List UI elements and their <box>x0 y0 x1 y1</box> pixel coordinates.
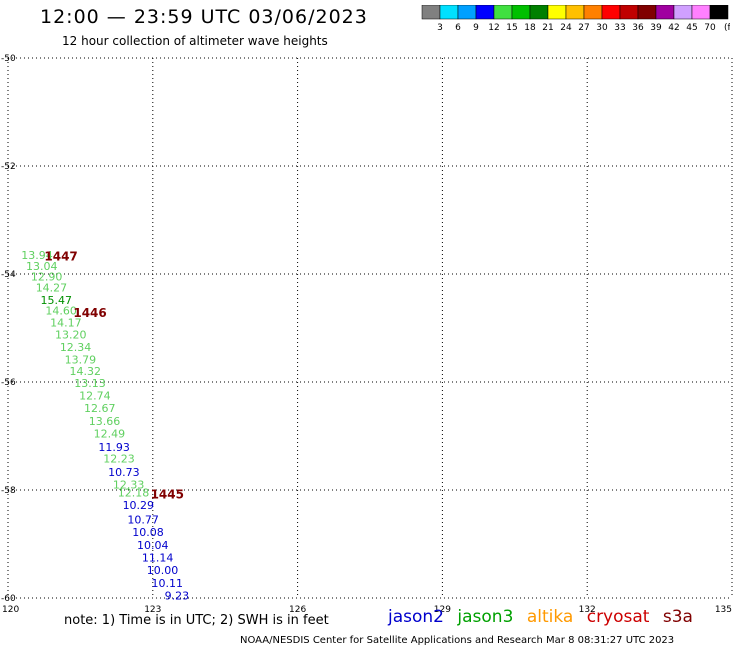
wave-height-point: 12.33 <box>113 479 145 492</box>
wave-height-point: 12.90 <box>31 271 63 284</box>
colorbar-label: 30 <box>596 23 608 33</box>
wave-height-point: 10.00 <box>147 564 179 577</box>
colorbar-label: 15 <box>506 23 517 33</box>
y-tick-label: -50 <box>1 54 16 64</box>
wave-height-point: 12.49 <box>94 427 126 440</box>
wave-height-point: 10.73 <box>108 466 140 479</box>
colorbar-swatch <box>709 5 729 20</box>
pass-time-label: 1446 <box>73 306 106 320</box>
wave-height-point: 13.66 <box>89 415 121 428</box>
wave-height-point: 12.23 <box>103 453 135 466</box>
colorbar-label: 9 <box>473 23 479 33</box>
wave-height-point: 14.17 <box>50 317 82 330</box>
wave-height-point: 10.08 <box>132 526 164 539</box>
wave-height-point: 11.14 <box>142 552 174 565</box>
wave-height-point: 14.27 <box>36 282 68 295</box>
chart-title: 12:00 — 23:59 UTC 03/06/2023 <box>40 6 368 28</box>
colorbar-label: 45 <box>686 23 697 33</box>
wave-height-point: 12.34 <box>60 341 92 354</box>
y-tick-label: -60 <box>1 594 16 604</box>
satellite-legend: jason2 jason3 altika cryosat s3a <box>388 607 701 627</box>
x-tick-label: 135 <box>715 605 732 615</box>
legend-jason2: jason2 <box>388 607 444 627</box>
colorbar-label: 21 <box>542 23 553 33</box>
colorbar-label: 12 <box>488 23 499 33</box>
footnote: note: 1) Time is in UTC; 2) SWH is in fe… <box>64 613 329 628</box>
wave-height-point: 9.23 <box>165 589 190 602</box>
x-tick-label: 132 <box>579 605 596 615</box>
wave-height-point: 13.04 <box>26 260 58 273</box>
legend-altika: altika <box>526 607 574 627</box>
colorbar-label: 3 <box>437 23 443 33</box>
colorbar-label: 18 <box>524 23 536 33</box>
wave-height-point: 10.04 <box>137 539 169 552</box>
wave-height-point: 13.13 <box>74 377 106 390</box>
colorbar-unit: (ft) <box>724 23 730 33</box>
colorbar-label: 33 <box>614 23 625 33</box>
y-tick-label: -56 <box>1 378 16 388</box>
wave-height-point: 10.29 <box>123 499 155 512</box>
colorbar-label: 39 <box>650 23 662 33</box>
legend-s3a: s3a <box>662 607 693 627</box>
y-tick-label: -58 <box>1 486 16 496</box>
colorbar-label: 27 <box>578 23 589 33</box>
wave-height-point: 11.93 <box>98 441 130 454</box>
y-tick-label: -52 <box>1 162 16 172</box>
x-tick-label: 123 <box>144 605 161 615</box>
colorbar-label: 36 <box>632 23 644 33</box>
x-tick-label: 126 <box>289 605 306 615</box>
wave-height-point: 12.74 <box>79 390 111 403</box>
legend-jason3: jason3 <box>457 607 514 627</box>
wave-height-point: 14.32 <box>69 365 101 378</box>
pass-time-label: 1447 <box>44 250 77 264</box>
wave-height-point: 15.47 <box>41 294 73 307</box>
wave-height-point: 12.67 <box>84 402 116 415</box>
pass-time-label: 1445 <box>151 487 184 501</box>
credit-line: NOAA/NESDIS Center for Satellite Applica… <box>240 635 675 646</box>
wave-height-point: 10.77 <box>127 514 159 527</box>
x-tick-label: 120 <box>2 605 19 615</box>
colorbar-label: 6 <box>455 23 461 33</box>
wave-height-point: 13.79 <box>65 353 97 366</box>
wave-height-point: 12.18 <box>118 487 150 500</box>
x-tick-label: 129 <box>434 605 451 615</box>
colorbar-label: 24 <box>560 23 572 33</box>
wave-height-point: 14.60 <box>45 305 77 318</box>
y-tick-label: -54 <box>1 270 16 280</box>
chart-subtitle: 12 hour collection of altimeter wave hei… <box>62 34 328 48</box>
wave-height-point: 13.20 <box>55 328 87 341</box>
colorbar-label: 70 <box>704 23 716 33</box>
wave-height-point: 10.11 <box>152 577 184 590</box>
colorbar-label: 42 <box>668 23 679 33</box>
legend-cryosat: cryosat <box>586 607 650 627</box>
wave-height-point: 13.94 <box>21 249 53 262</box>
